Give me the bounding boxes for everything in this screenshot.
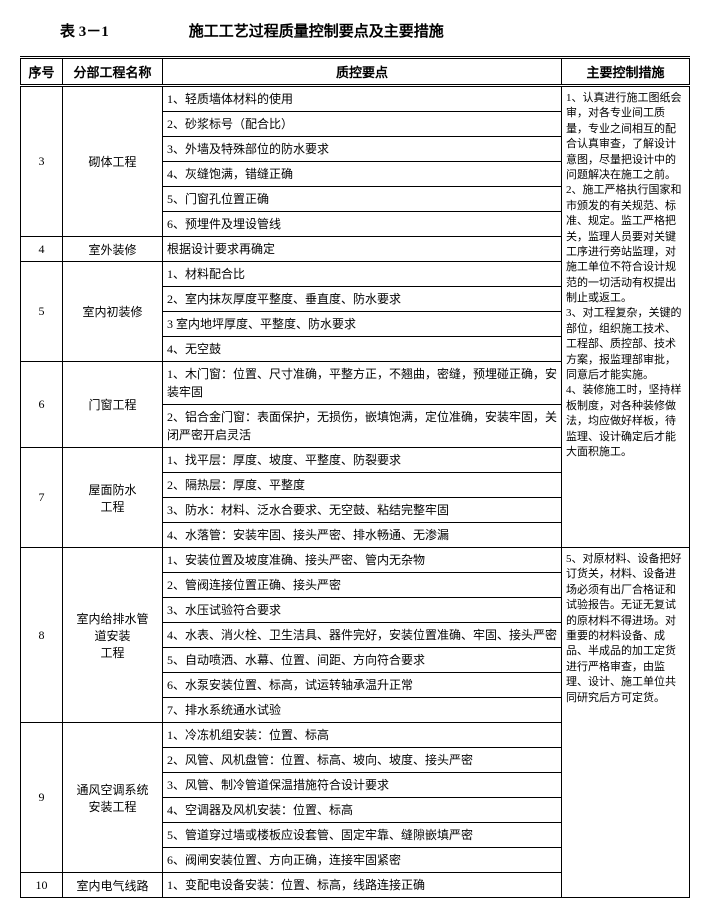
point-cell: 4、无空鼓 <box>163 337 562 362</box>
measure-cell: 1、认真进行施工图纸会审，对各专业间工质量，专业之间相互的配合认真审查，了解设计… <box>562 86 690 548</box>
seq-cell: 10 <box>21 873 63 898</box>
table-row: 8室内给排水管 道安装 工程1、安装位置及坡度准确、接头严密、管内无杂物5、对原… <box>21 548 690 573</box>
point-cell: 1、变配电设备安装：位置、标高，线路连接正确 <box>163 873 562 898</box>
name-cell: 屋面防水 工程 <box>63 448 163 548</box>
seq-cell: 8 <box>21 548 63 723</box>
table-title: 施工工艺过程质量控制要点及主要措施 <box>189 20 444 41</box>
point-cell: 1、找平层：厚度、坡度、平整度、防裂要求 <box>163 448 562 473</box>
point-cell: 5、自动喷洒、水幕、位置、间距、方向符合要求 <box>163 648 562 673</box>
name-cell: 室内电气线路 <box>63 873 163 898</box>
name-cell: 室外装修 <box>63 237 163 262</box>
point-cell: 5、门窗孔位置正确 <box>163 187 562 212</box>
measure-cell: 5、对原材料、设备把好订货关，材料、设备进场必须有出厂合格证和试验报告。无证无复… <box>562 548 690 898</box>
point-cell: 4、灰缝饱满，错缝正确 <box>163 162 562 187</box>
seq-cell: 7 <box>21 448 63 548</box>
seq-cell: 4 <box>21 237 63 262</box>
seq-cell: 6 <box>21 362 63 448</box>
name-cell: 室内给排水管 道安装 工程 <box>63 548 163 723</box>
header-seq: 序号 <box>21 58 63 86</box>
point-cell: 1、冷冻机组安装：位置、标高 <box>163 723 562 748</box>
table-row: 3砌体工程1、轻质墙体材料的使用1、认真进行施工图纸会审，对各专业间工质量，专业… <box>21 86 690 112</box>
point-cell: 6、水泵安装位置、标高，试运转轴承温升正常 <box>163 673 562 698</box>
name-cell: 门窗工程 <box>63 362 163 448</box>
table-number: 表 3－1 <box>60 20 109 41</box>
point-cell: 2、砂浆标号（配合比） <box>163 112 562 137</box>
name-cell: 通风空调系统 安装工程 <box>63 723 163 873</box>
seq-cell: 5 <box>21 262 63 362</box>
point-cell: 1、安装位置及坡度准确、接头严密、管内无杂物 <box>163 548 562 573</box>
header-point: 质控要点 <box>163 58 562 86</box>
point-cell: 6、阀闸安装位置、方向正确，连接牢固紧密 <box>163 848 562 873</box>
point-cell: 7、排水系统通水试验 <box>163 698 562 723</box>
name-cell: 室内初装修 <box>63 262 163 362</box>
point-cell: 2、室内抹灰厚度平整度、垂直度、防水要求 <box>163 287 562 312</box>
point-cell: 6、预埋件及埋设管线 <box>163 212 562 237</box>
point-cell: 2、隔热层：厚度、平整度 <box>163 473 562 498</box>
header-row: 序号 分部工程名称 质控要点 主要控制措施 <box>21 58 690 86</box>
point-cell: 4、水落管：安装牢固、接头严密、排水畅通、无渗漏 <box>163 523 562 548</box>
point-cell: 1、材料配合比 <box>163 262 562 287</box>
point-cell: 3、风管、制冷管道保温措施符合设计要求 <box>163 773 562 798</box>
point-cell: 3、防水：材料、泛水合要求、无空鼓、粘结完整牢固 <box>163 498 562 523</box>
point-cell: 2、铝合金门窗：表面保护，无损伤，嵌填饱满，定位准确，安装牢固，关闭严密开启灵活 <box>163 405 562 448</box>
title-row: 表 3－1 施工工艺过程质量控制要点及主要措施 <box>20 20 690 41</box>
name-cell: 砌体工程 <box>63 86 163 237</box>
header-name: 分部工程名称 <box>63 58 163 86</box>
point-cell: 4、空调器及风机安装：位置、标高 <box>163 798 562 823</box>
seq-cell: 3 <box>21 86 63 237</box>
point-cell: 3、水压试验符合要求 <box>163 598 562 623</box>
point-cell: 3 室内地坪厚度、平整度、防水要求 <box>163 312 562 337</box>
point-cell: 2、风管、风机盘管：位置、标高、坡向、坡度、接头严密 <box>163 748 562 773</box>
point-cell: 1、木门窗：位置、尺寸准确，平整方正，不翘曲，密缝，预埋碰正确，安装牢固 <box>163 362 562 405</box>
seq-cell: 9 <box>21 723 63 873</box>
point-cell: 3、外墙及特殊部位的防水要求 <box>163 137 562 162</box>
header-measure: 主要控制措施 <box>562 58 690 86</box>
point-cell: 2、管阀连接位置正确、接头严密 <box>163 573 562 598</box>
quality-control-table: 序号 分部工程名称 质控要点 主要控制措施 3砌体工程1、轻质墙体材料的使用1、… <box>20 56 690 898</box>
point-cell: 4、水表、消火栓、卫生洁具、器件完好，安装位置准确、牢固、接头严密 <box>163 623 562 648</box>
point-cell: 根据设计要求再确定 <box>163 237 562 262</box>
point-cell: 5、管道穿过墙或楼板应设套管、固定牢靠、缝隙嵌填严密 <box>163 823 562 848</box>
point-cell: 1、轻质墙体材料的使用 <box>163 86 562 112</box>
